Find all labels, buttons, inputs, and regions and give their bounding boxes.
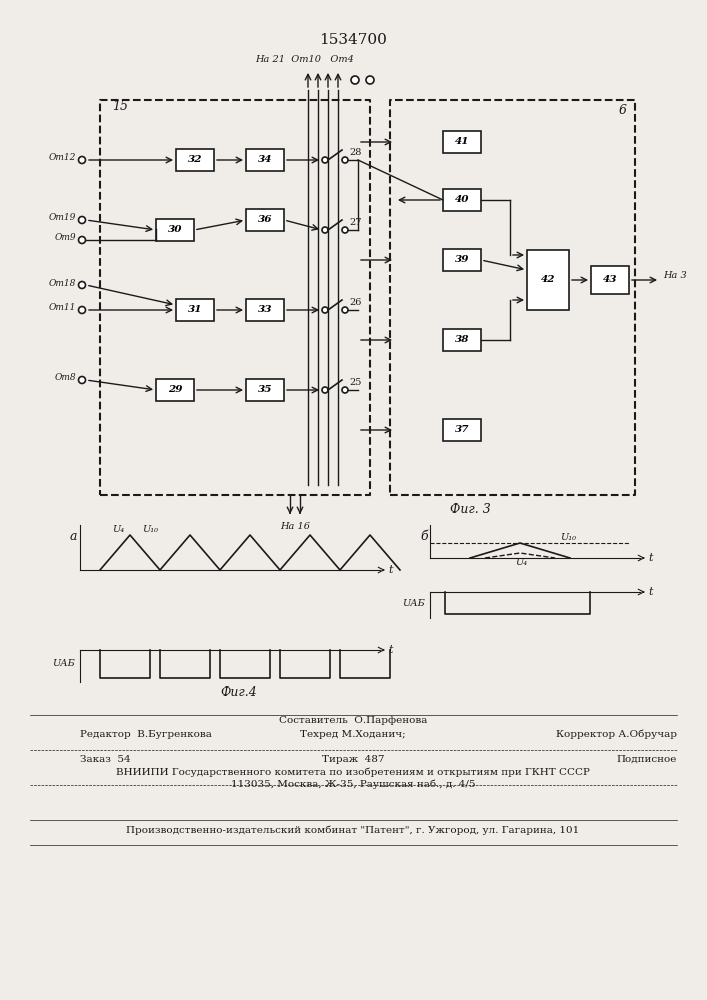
Text: 6: 6	[619, 104, 627, 116]
Text: Фиг.4: Фиг.4	[220, 686, 257, 699]
Text: От8: От8	[54, 373, 76, 382]
Bar	[156, 219, 194, 241]
Text: От11: От11	[49, 304, 76, 312]
Text: 26: 26	[349, 298, 361, 307]
Text: На 3: На 3	[663, 271, 686, 280]
Bar	[443, 419, 481, 441]
Text: 34: 34	[258, 155, 272, 164]
Circle shape	[78, 282, 86, 288]
Text: На 21  От10   От4: На 21 От10 От4	[255, 55, 354, 64]
Bar	[443, 189, 481, 211]
Text: U₁₀: U₁₀	[142, 525, 158, 534]
Text: 43: 43	[603, 275, 617, 284]
Text: 41: 41	[455, 137, 469, 146]
Text: От9: От9	[54, 233, 76, 242]
Text: t: t	[388, 565, 392, 575]
Text: 37: 37	[455, 426, 469, 434]
Bar	[443, 249, 481, 271]
Circle shape	[78, 236, 86, 243]
Bar	[246, 209, 284, 231]
Text: UАБ: UАБ	[402, 598, 425, 607]
Text: U₄: U₄	[112, 525, 124, 534]
Text: От19: От19	[49, 214, 76, 223]
Circle shape	[322, 387, 328, 393]
Circle shape	[322, 307, 328, 313]
Text: U₁₀: U₁₀	[560, 533, 576, 542]
Text: Тираж  487: Тираж 487	[322, 755, 384, 764]
Text: ВНИИПИ Государственного комитета по изобретениям и открытиям при ГКНТ СССР: ВНИИПИ Государственного комитета по изоб…	[116, 768, 590, 777]
Circle shape	[351, 76, 359, 84]
Circle shape	[342, 157, 348, 163]
Text: t: t	[648, 553, 653, 563]
Bar	[246, 379, 284, 401]
Bar	[443, 131, 481, 153]
Text: Корректор А.Обручар: Корректор А.Обручар	[556, 730, 677, 739]
Bar	[527, 250, 569, 310]
Text: Подписное: Подписное	[617, 755, 677, 764]
Circle shape	[342, 307, 348, 313]
Circle shape	[322, 227, 328, 233]
Text: От12: От12	[49, 153, 76, 162]
Circle shape	[342, 227, 348, 233]
Text: 113035, Москва, Ж-35, Раушская наб., д. 4/5: 113035, Москва, Ж-35, Раушская наб., д. …	[230, 780, 475, 789]
Bar	[246, 149, 284, 171]
Text: Фиг. 3: Фиг. 3	[450, 503, 491, 516]
Bar	[443, 329, 481, 351]
Text: Заказ  54: Заказ 54	[80, 755, 131, 764]
Text: 40: 40	[455, 196, 469, 205]
Text: 36: 36	[258, 216, 272, 225]
Bar	[591, 266, 629, 294]
Text: 39: 39	[455, 255, 469, 264]
Text: б: б	[420, 530, 428, 543]
Text: Производственно-издательский комбинат "Патент", г. Ужгород, ул. Гагарина, 101: Производственно-издательский комбинат "П…	[127, 826, 580, 835]
Text: Редактор  В.Бугренкова: Редактор В.Бугренкова	[80, 730, 212, 739]
Text: От18: От18	[49, 278, 76, 288]
Text: Техред М.Ходанич;: Техред М.Ходанич;	[300, 730, 406, 739]
Text: U₄: U₄	[515, 558, 527, 567]
Text: 28: 28	[349, 148, 361, 157]
Bar	[176, 149, 214, 171]
Text: 35: 35	[258, 385, 272, 394]
Bar	[176, 299, 214, 321]
Circle shape	[78, 217, 86, 224]
Circle shape	[366, 76, 374, 84]
Text: UАБ: UАБ	[52, 660, 75, 668]
Text: t: t	[388, 645, 392, 655]
Text: 42: 42	[541, 275, 555, 284]
Circle shape	[78, 156, 86, 163]
Text: 31: 31	[188, 306, 202, 314]
Text: 15: 15	[112, 100, 128, 113]
Circle shape	[78, 306, 86, 314]
Text: 32: 32	[188, 155, 202, 164]
Text: 25: 25	[349, 378, 361, 387]
Circle shape	[322, 157, 328, 163]
Text: 1534700: 1534700	[319, 33, 387, 47]
Text: Составитель  О.Парфенова: Составитель О.Парфенова	[279, 716, 427, 725]
Text: t: t	[648, 587, 653, 597]
Text: а: а	[70, 530, 78, 543]
Text: 29: 29	[168, 385, 182, 394]
Bar	[156, 379, 194, 401]
Text: 33: 33	[258, 306, 272, 314]
Text: На 16: На 16	[280, 522, 310, 531]
Bar	[246, 299, 284, 321]
Text: 30: 30	[168, 226, 182, 234]
Text: 27: 27	[349, 218, 361, 227]
Circle shape	[342, 387, 348, 393]
Circle shape	[78, 376, 86, 383]
Text: 38: 38	[455, 336, 469, 344]
